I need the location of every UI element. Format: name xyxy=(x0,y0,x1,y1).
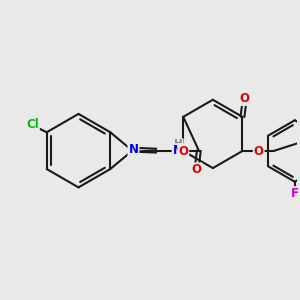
Text: O: O xyxy=(191,164,202,176)
Text: O: O xyxy=(254,145,264,158)
Text: N: N xyxy=(172,144,182,157)
Text: S: S xyxy=(129,145,138,158)
Text: N: N xyxy=(128,143,139,156)
Text: F: F xyxy=(291,187,299,200)
Text: O: O xyxy=(178,145,188,158)
Text: H: H xyxy=(174,139,183,149)
Text: O: O xyxy=(240,92,250,105)
Text: Cl: Cl xyxy=(26,118,39,131)
